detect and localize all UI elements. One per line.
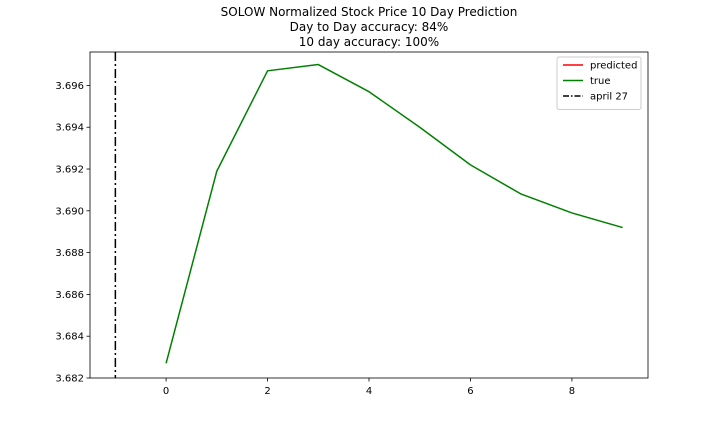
y-tick-label: 3.694: [55, 123, 84, 134]
series-line-true: [165, 63, 623, 364]
legend-label: april 27: [590, 92, 628, 103]
y-tick-label: 3.684: [55, 332, 84, 343]
x-tick-label: 4: [366, 386, 372, 397]
legend: predicted true april 27: [556, 56, 642, 110]
title-line-3: 10 day accuracy: 100%: [299, 35, 439, 49]
chart-title: SOLOW Normalized Stock Price 10 Day Pred…: [221, 5, 518, 49]
y-tick-label: 3.686: [55, 290, 84, 301]
y-axis: 3.682 3.684 3.686 3.688 3.690 3.692 3.694 3.696: [55, 81, 90, 385]
x-tick-label: 0: [163, 386, 169, 397]
x-axis: 0 2 4 6 8: [163, 378, 575, 397]
x-tick-label: 2: [264, 386, 270, 397]
x-tick-label: 6: [467, 386, 473, 397]
legend-label: true: [590, 76, 611, 87]
x-tick-label: 8: [569, 386, 575, 397]
y-tick-label: 3.692: [55, 165, 84, 176]
y-tick-label: 3.682: [55, 374, 84, 385]
y-tick-label: 3.690: [55, 206, 84, 217]
legend-label: predicted: [590, 61, 637, 72]
y-tick-label: 3.696: [55, 81, 84, 92]
title-line-2: Day to Day accuracy: 84%: [290, 20, 449, 34]
y-tick-label: 3.688: [55, 248, 84, 259]
title-line-1: SOLOW Normalized Stock Price 10 Day Pred…: [221, 5, 518, 19]
